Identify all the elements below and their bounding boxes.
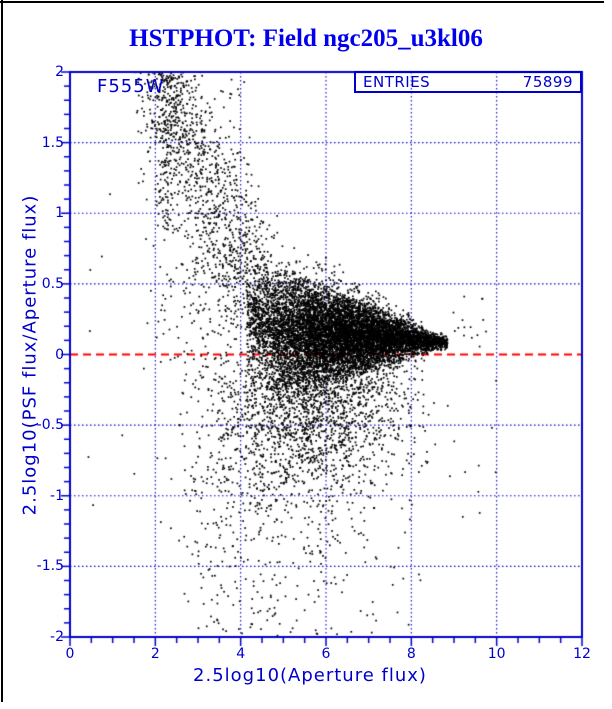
x-tick-label: 10 [487,646,506,662]
y-tick-label: -0.5 [36,417,64,434]
filter-label: F555W [97,76,165,97]
x-tick-label: 2 [150,646,160,662]
x-tick-label: 8 [406,646,416,662]
y-tick-label: 1 [55,205,64,222]
y-tick-label: -1 [50,487,64,504]
y-tick-label: 2 [55,64,64,80]
y-tick-label: 0.5 [41,275,64,292]
x-axis-label: 2.5log10(Aperture flux) [193,665,427,686]
entries-value: 75899 [522,73,573,91]
entries-label: ENTRIES [363,73,431,91]
x-tick-label: 12 [573,646,591,662]
x-tick-label: 4 [236,646,246,662]
y-tick-label: -2 [50,629,64,645]
y-tick-label: -1.5 [36,558,64,575]
y-tick-label: 1.5 [41,134,64,151]
y-tick-label: 0 [55,346,64,363]
x-tick-label: 6 [321,646,331,662]
x-tick-label: 0 [65,646,75,662]
entries-box: ENTRIES 75899 [354,71,582,93]
